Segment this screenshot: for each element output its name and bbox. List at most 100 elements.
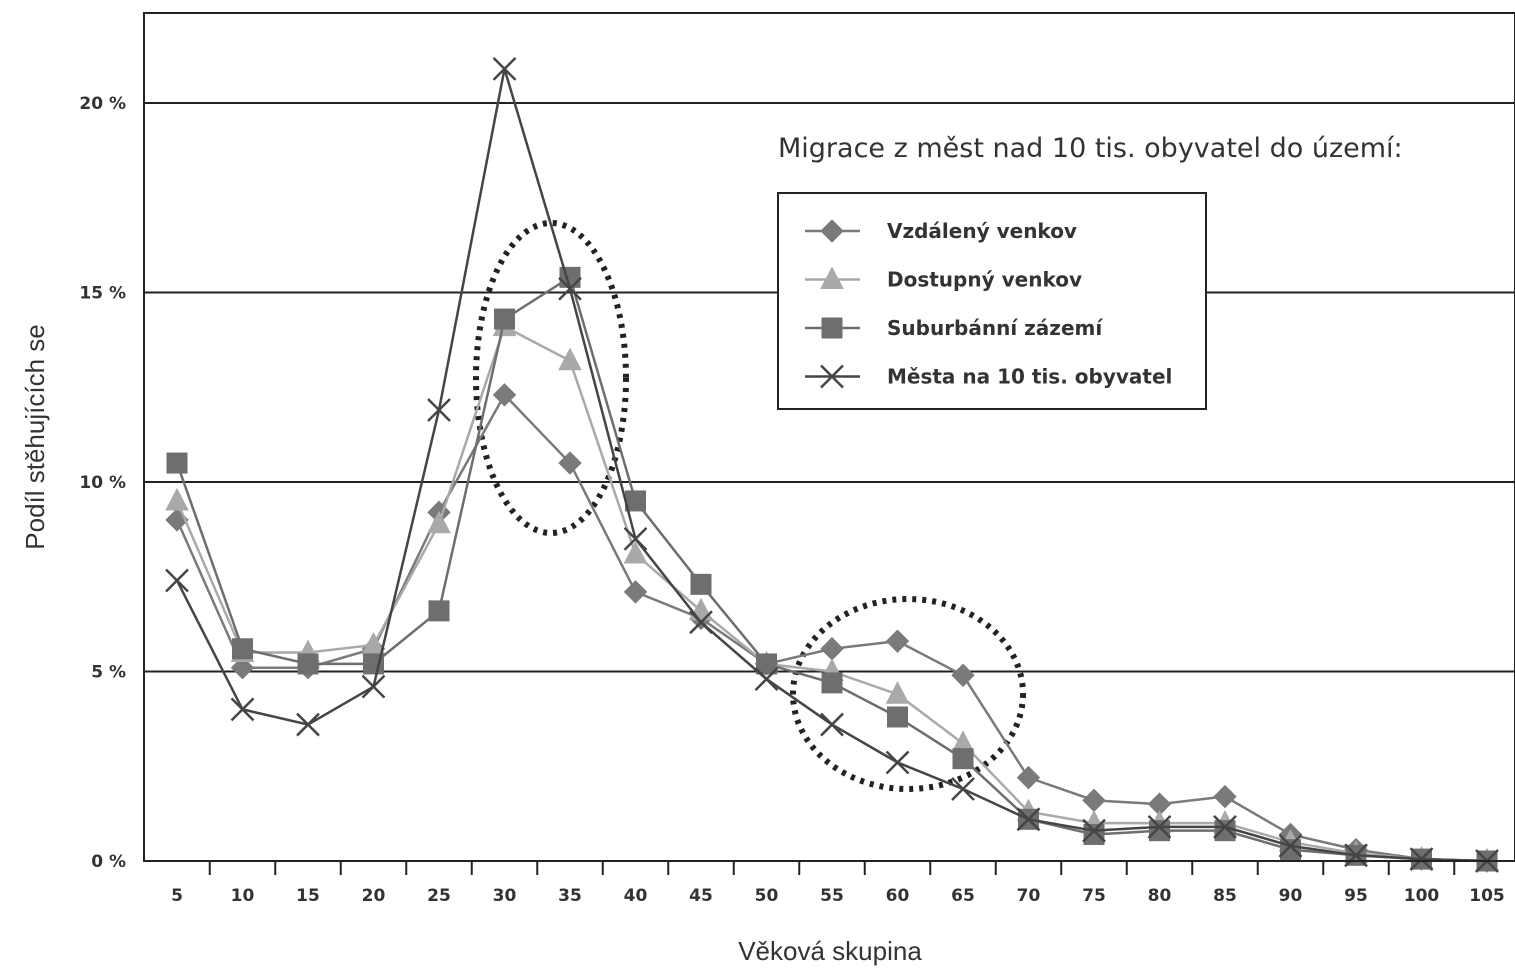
data-point: [1213, 784, 1237, 809]
x-tick-label: 25: [427, 886, 451, 906]
data-point: [1016, 765, 1041, 790]
plot-frame: [143, 12, 1515, 862]
data-point: [297, 653, 319, 675]
data-point: [230, 656, 255, 680]
data-point: [1409, 847, 1434, 871]
x-tick-label: 20: [362, 886, 386, 906]
highlight-ellipse-peak: [473, 220, 629, 536]
series-0: [165, 383, 1499, 873]
data-point: [1214, 820, 1236, 842]
legend-marker: [820, 266, 844, 289]
data-point: [756, 653, 777, 675]
legend-marker: [821, 317, 843, 339]
x-tick-label: 75: [1082, 886, 1106, 906]
data-point: [1082, 818, 1106, 843]
x-tick-label: 80: [1148, 886, 1172, 906]
data-point: [1213, 815, 1237, 839]
y-tick-label: 20 %: [79, 94, 126, 114]
data-point: [165, 568, 189, 593]
data-point: [166, 452, 188, 474]
data-point: [690, 573, 712, 595]
legend-entry-3: Města na 10 tis. obyvatel: [805, 365, 1172, 389]
x-tick-label: 10: [231, 886, 255, 906]
data-point: [820, 637, 844, 661]
data-point: [558, 276, 582, 301]
data-point: [1344, 843, 1368, 868]
data-point: [1016, 807, 1041, 832]
data-point: [885, 750, 910, 775]
data-point: [623, 580, 648, 604]
data-point: [887, 706, 908, 728]
x-tick-label: 95: [1344, 886, 1368, 906]
data-point: [951, 777, 975, 801]
data-point: [428, 600, 450, 622]
legend-label: Města na 10 tis. obyvatel: [887, 365, 1172, 389]
y-tick-label: 5 %: [91, 663, 126, 683]
x-axis-tick-labels: 5 10 15 20 25 30 35 40 45 50 55 60 65 70 75 80 85 90 95 100…: [171, 886, 1505, 906]
legend-label: Dostupný venkov: [887, 268, 1082, 292]
x-tick-label: 60: [886, 886, 910, 906]
data-point: [492, 57, 517, 81]
highlight-ellipse-midage: [790, 596, 1026, 792]
data-point: [754, 667, 779, 691]
y-tick-label: 0 %: [91, 852, 126, 872]
y-tick-label: 15 %: [79, 284, 126, 304]
x-tick-label: 35: [558, 886, 582, 906]
x-tick-label: 45: [689, 886, 713, 906]
y-axis-tick-labels: 0 % 5 % 10 % 15 % 20 %: [79, 94, 126, 872]
x-tick-label: 70: [1017, 886, 1041, 906]
data-point: [165, 487, 189, 511]
data-point: [623, 540, 648, 564]
x-tick-label: 30: [493, 886, 517, 906]
data-point: [623, 526, 648, 551]
data-point: [492, 383, 517, 407]
data-point: [1083, 823, 1105, 845]
data-point: [821, 672, 843, 694]
data-point: [952, 748, 974, 770]
x-tick-label: 105: [1469, 886, 1505, 906]
data-point: [689, 597, 713, 621]
data-point: [361, 674, 386, 699]
series-line-3: [175, 68, 1488, 863]
data-point: [885, 629, 910, 653]
x-tick-label: 85: [1213, 886, 1237, 906]
data-point: [689, 610, 713, 635]
y-axis-title: Podíl stěhujících se: [20, 324, 50, 549]
x-tick-label: 15: [296, 886, 320, 906]
legend-entry-2: Suburbánní zázemí: [805, 316, 1103, 340]
x-axis-title: Věková skupina: [738, 936, 922, 966]
legend-box: [777, 192, 1207, 410]
legend-marker: [820, 364, 844, 389]
legend-label: Suburbánní zázemí: [887, 316, 1103, 340]
data-point: [296, 712, 320, 737]
legend-marker: [820, 219, 844, 243]
legend-entry-1: Dostupný venkov: [805, 266, 1082, 292]
data-point: [558, 347, 582, 371]
data-point: [820, 712, 844, 737]
data-point: [1147, 815, 1172, 839]
series-layer: [165, 57, 1499, 873]
x-tick-label: 65: [951, 886, 975, 906]
series-3: [165, 57, 1499, 873]
data-point: [1149, 820, 1170, 842]
series-line-0: [175, 392, 1488, 863]
data-point: [1082, 788, 1106, 813]
x-axis-ticks: [208, 861, 1456, 875]
data-point: [427, 510, 451, 534]
x-tick-label: 5: [171, 886, 183, 906]
data-point: [885, 681, 910, 704]
legend-entry-0: Vzdálený venkov: [805, 219, 1077, 243]
data-point: [558, 451, 582, 475]
y-tick-label: 10 %: [79, 473, 126, 493]
x-tick-label: 40: [624, 886, 648, 906]
data-point: [1278, 833, 1303, 858]
chart-annotation: Migrace z měst nad 10 tis. obyvatel do ú…: [778, 133, 1403, 164]
x-tick-label: 50: [755, 886, 779, 906]
legend: Vzdálený venkov Dostupný venkov Suburbánní…: [777, 192, 1207, 410]
x-tick-label: 55: [820, 886, 844, 906]
data-point: [494, 308, 515, 330]
highlight-ellipses: [473, 220, 1026, 792]
x-tick-label: 90: [1279, 886, 1303, 906]
data-point: [427, 398, 451, 422]
